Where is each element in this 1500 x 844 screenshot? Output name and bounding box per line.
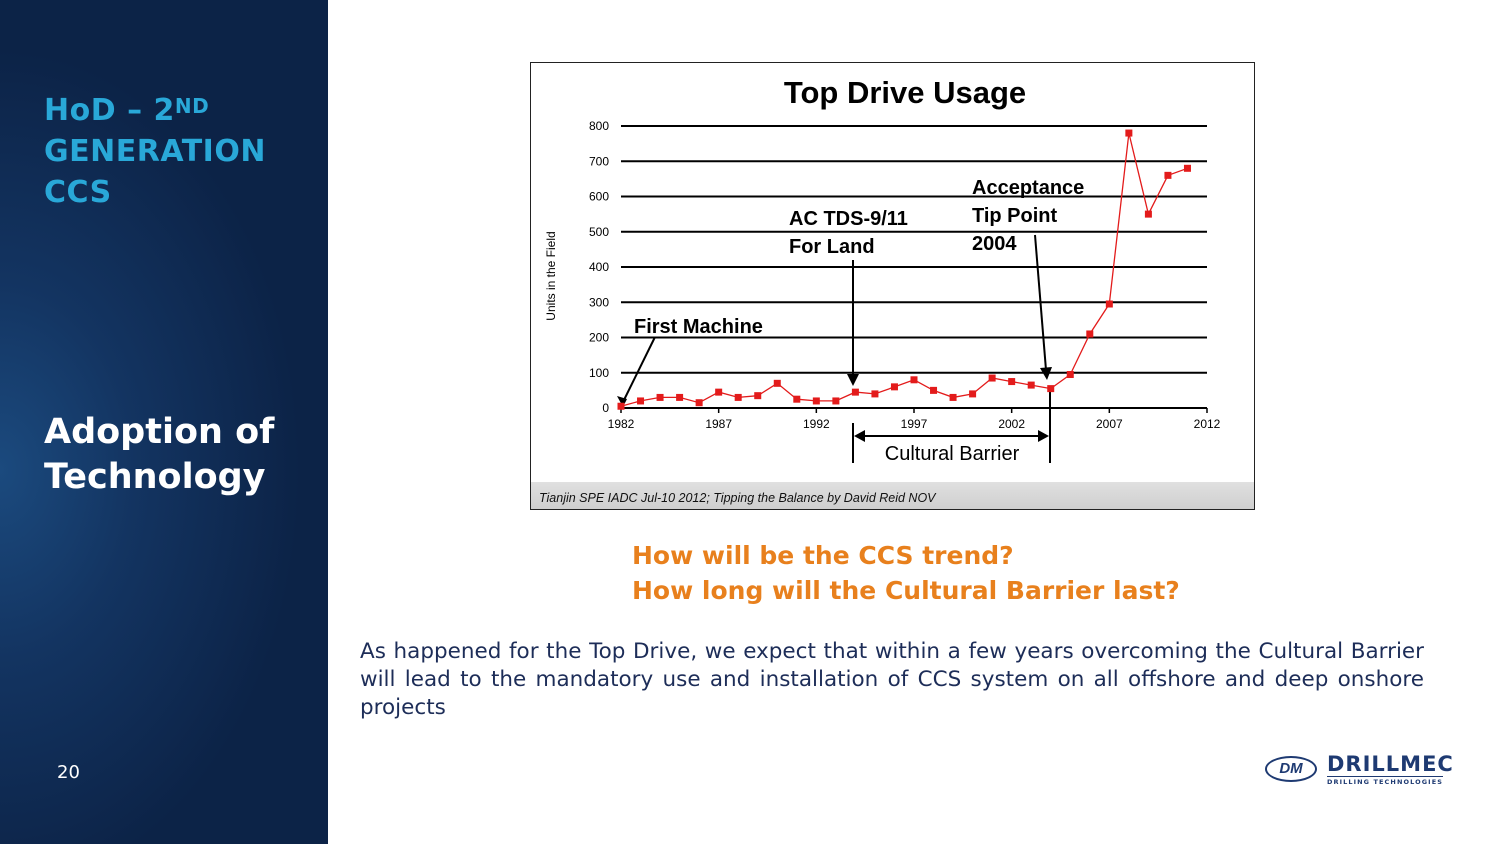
data-point xyxy=(1183,164,1191,172)
x-tick-label: 2002 xyxy=(998,417,1025,431)
source-bar: Tianjin SPE IADC Jul-10 2012; Tipping th… xyxy=(531,482,1254,509)
source-citation: Tianjin SPE IADC Jul-10 2012; Tipping th… xyxy=(539,491,936,505)
annotation-ac-tds-line1: AC TDS-9/11 xyxy=(789,208,908,230)
data-point xyxy=(871,390,879,398)
chart-title: Top Drive Usage xyxy=(784,75,1026,110)
data-point xyxy=(676,393,684,401)
annotation-acceptance-line1: Acceptance xyxy=(972,177,1084,199)
data-point xyxy=(1008,378,1016,386)
data-point xyxy=(949,393,957,401)
section-subtitle-line1: Adoption of xyxy=(44,412,275,452)
page-number: 20 xyxy=(57,762,80,783)
arrowhead-acceptance xyxy=(1040,367,1052,380)
y-tick-label: 0 xyxy=(602,401,609,415)
y-tick-label: 100 xyxy=(589,366,609,380)
data-point xyxy=(812,397,820,405)
logo-emblem-icon: DM xyxy=(1265,756,1317,782)
data-point xyxy=(969,390,977,398)
cultural-barrier-arrow-left xyxy=(854,430,865,442)
data-point xyxy=(1027,381,1035,389)
y-tick-label: 300 xyxy=(589,295,609,309)
question-ccs-trend: How will be the CCS trend? xyxy=(632,541,1014,570)
data-point xyxy=(890,383,898,391)
x-tick-label: 2007 xyxy=(1096,417,1123,431)
data-point xyxy=(930,386,938,394)
data-point xyxy=(617,402,625,410)
sidebar: HoD – 2ND GENERATION CCS Adoption of Techn… xyxy=(0,0,328,844)
data-point xyxy=(988,374,996,382)
data-point xyxy=(851,388,859,396)
data-point xyxy=(637,397,645,405)
top-drive-usage-chart: Top Drive Usage Units in the Field 0 100 2… xyxy=(544,75,1221,465)
section-subtitle-line2: Technology xyxy=(44,457,266,497)
section-title-line2: GENERATION xyxy=(44,134,266,169)
data-point xyxy=(832,397,840,405)
annotation-first-machine: First Machine xyxy=(634,316,763,338)
annotation-cultural-barrier: Cultural Barrier xyxy=(885,443,1020,465)
data-point xyxy=(1086,330,1094,338)
section-title-line3: CCS xyxy=(44,175,112,210)
data-point xyxy=(1144,210,1152,218)
data-point xyxy=(1066,371,1074,379)
annotation-acceptance-line3: 2004 xyxy=(972,233,1017,255)
series-line-0 xyxy=(620,132,1188,407)
section-subtitle: Adoption of Technology xyxy=(44,410,274,500)
data-point xyxy=(695,399,703,407)
data-point xyxy=(754,392,762,400)
data-point xyxy=(715,388,723,396)
question-cultural-barrier: How long will the Cultural Barrier last? xyxy=(632,576,1180,605)
y-tick-label: 700 xyxy=(589,154,609,168)
body-paragraph: As happened for the Top Drive, we expect… xyxy=(360,639,1424,720)
logo-name: DRILLMEC xyxy=(1327,752,1454,776)
cultural-barrier-arrow-right xyxy=(1038,430,1049,442)
data-point xyxy=(1105,300,1113,308)
arrow-first-machine xyxy=(622,336,656,403)
chart-panel: Top Drive Usage Units in the Field 0 100 2… xyxy=(530,62,1255,510)
section-title-lead: HoD – 2 xyxy=(44,93,175,128)
arrowhead-ac-tds xyxy=(847,374,859,386)
section-title: HoD – 2ND GENERATION CCS xyxy=(44,90,266,213)
x-tick-label: 2012 xyxy=(1194,417,1221,431)
data-point xyxy=(1164,171,1172,179)
x-tick-label: 1997 xyxy=(901,417,928,431)
data-point xyxy=(1125,129,1133,137)
data-point xyxy=(734,393,742,401)
x-tick-label: 1982 xyxy=(608,417,635,431)
logo-tagline: DRILLING TECHNOLOGIES xyxy=(1327,776,1444,786)
annotation-ac-tds-line2: For Land xyxy=(789,236,875,258)
arrow-acceptance xyxy=(1034,234,1047,371)
data-point xyxy=(910,376,918,384)
x-tick-label: 1987 xyxy=(705,417,732,431)
data-point xyxy=(656,393,664,401)
y-tick-label: 600 xyxy=(589,190,609,204)
arrowhead-first-machine xyxy=(617,396,627,407)
y-axis-label: Units in the Field xyxy=(544,231,558,320)
y-tick-label: 500 xyxy=(589,225,609,239)
data-point xyxy=(1047,385,1055,393)
drillmec-logo: DM DRILLMEC DRILLING TECHNOLOGIES xyxy=(1265,750,1453,790)
x-tick-label: 1992 xyxy=(803,417,830,431)
y-tick-label: 200 xyxy=(589,331,609,345)
y-tick-label: 400 xyxy=(589,260,609,274)
data-point xyxy=(773,379,781,387)
section-title-sup: ND xyxy=(174,94,210,118)
data-point xyxy=(793,395,801,403)
annotation-acceptance-line2: Tip Point xyxy=(972,205,1058,227)
y-tick-label: 800 xyxy=(589,119,609,133)
